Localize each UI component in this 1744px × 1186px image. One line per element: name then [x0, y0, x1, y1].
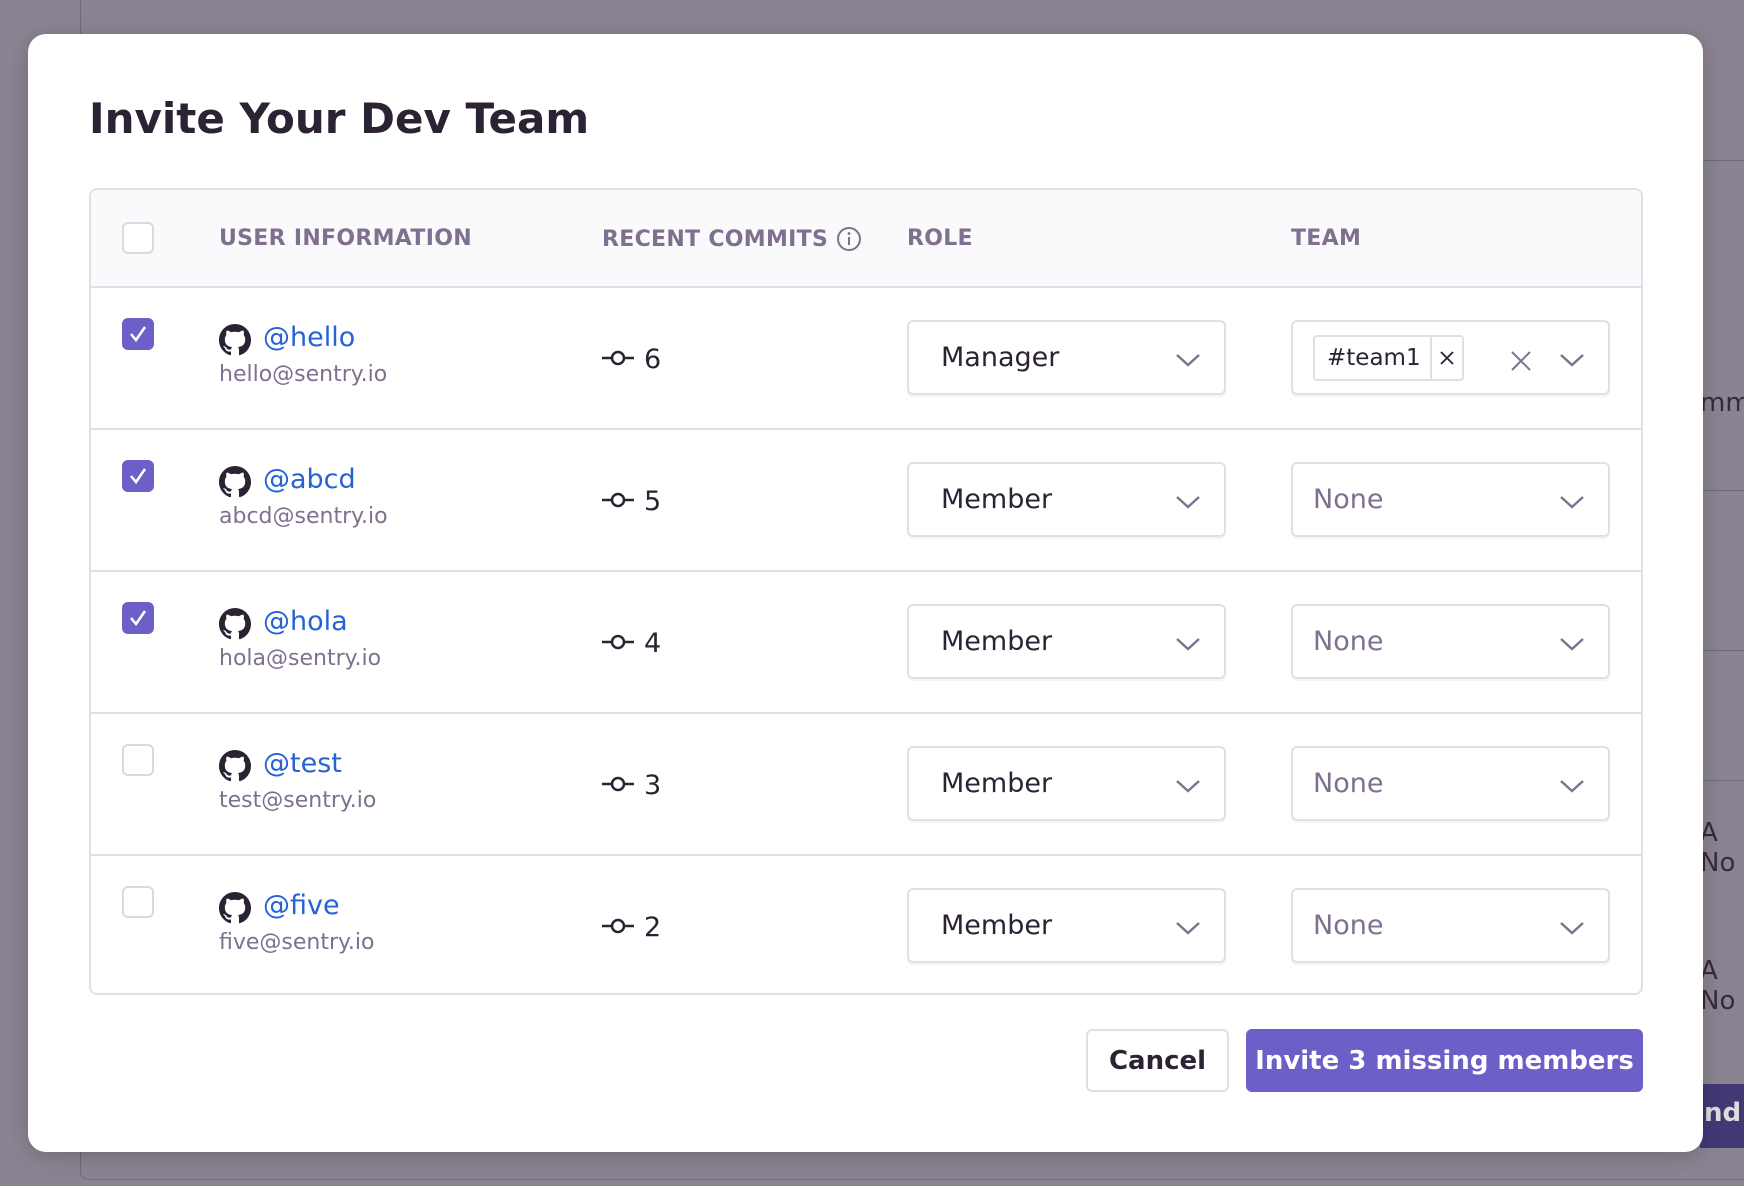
github-icon: [219, 466, 251, 498]
commit-icon: [602, 912, 634, 943]
commit-count-value: 2: [644, 912, 662, 943]
role-select[interactable]: Member: [907, 746, 1226, 821]
divider: [1700, 650, 1744, 651]
chevron-down-icon: [1174, 488, 1202, 523]
row-checkbox[interactable]: [122, 602, 154, 634]
info-icon[interactable]: [836, 226, 862, 252]
members-table: USER INFORMATION RECENT COMMITS ROLE TEA…: [89, 188, 1643, 995]
commit-count-value: 4: [644, 628, 662, 659]
user-email: hello@sentry.io: [219, 362, 388, 387]
commit-icon: [602, 628, 634, 659]
chevron-down-icon: [1174, 914, 1202, 949]
team-value: None: [1313, 768, 1384, 799]
commit-count: 2: [602, 912, 661, 943]
header-user-information: USER INFORMATION: [219, 226, 472, 251]
chevron-down-icon: [1558, 772, 1586, 807]
chevron-down-icon: [1174, 630, 1202, 665]
commit-count-value: 6: [644, 344, 662, 375]
invite-button[interactable]: Invite 3 missing members: [1246, 1029, 1643, 1092]
github-icon: [219, 608, 251, 640]
user-email: abcd@sentry.io: [219, 504, 388, 529]
chevron-down-icon: [1558, 914, 1586, 949]
role-value: Member: [941, 484, 1053, 515]
user-handle-link[interactable]: @hello: [263, 322, 356, 353]
chevron-down-icon: [1558, 346, 1586, 381]
role-select[interactable]: Member: [907, 462, 1226, 537]
github-icon: [219, 324, 251, 356]
row-checkbox[interactable]: [122, 318, 154, 350]
team-value: None: [1313, 484, 1384, 515]
table-row: @hola hola@sentry.io 4 Member None: [91, 572, 1641, 714]
team-select[interactable]: #team1: [1291, 320, 1610, 395]
github-icon: [219, 750, 251, 782]
user-email: five@sentry.io: [219, 930, 375, 955]
team-select[interactable]: None: [1291, 888, 1610, 963]
user-handle-link[interactable]: @five: [263, 890, 340, 921]
chevron-down-icon: [1174, 772, 1202, 807]
invite-modal: Invite Your Dev Team USER INFORMATION RE…: [28, 34, 1703, 1152]
user-handle-link[interactable]: @test: [263, 748, 342, 779]
team-select[interactable]: None: [1291, 462, 1610, 537]
commit-count: 6: [602, 344, 661, 375]
header-role: ROLE: [907, 226, 973, 251]
commit-count-value: 5: [644, 486, 662, 517]
role-value: Member: [941, 768, 1053, 799]
role-select[interactable]: Member: [907, 604, 1226, 679]
header-recent-commits: RECENT COMMITS: [602, 226, 862, 252]
clear-icon[interactable]: [1510, 348, 1532, 379]
user-email: test@sentry.io: [219, 788, 377, 813]
remove-tag-icon[interactable]: [1429, 336, 1462, 379]
divider: [1700, 490, 1744, 491]
user-email: hola@sentry.io: [219, 646, 382, 671]
header-team: TEAM: [1291, 226, 1362, 251]
chevron-down-icon: [1558, 630, 1586, 665]
commit-count-value: 3: [644, 770, 662, 801]
commit-icon: [602, 344, 634, 375]
table-row: @five five@sentry.io 2 Member None: [91, 856, 1641, 993]
background-text: A No: [1700, 818, 1736, 878]
select-all-checkbox[interactable]: [122, 222, 154, 254]
row-checkbox[interactable]: [122, 460, 154, 492]
modal-title: Invite Your Dev Team: [89, 94, 590, 143]
divider: [1700, 160, 1744, 161]
table-row: @abcd abcd@sentry.io 5 Member None: [91, 430, 1641, 572]
background-text: A No: [1700, 956, 1736, 1016]
row-checkbox[interactable]: [122, 886, 154, 918]
commit-count: 4: [602, 628, 661, 659]
background-text: mmit: [1700, 388, 1744, 418]
user-handle-link[interactable]: @hola: [263, 606, 348, 637]
role-value: Member: [941, 910, 1053, 941]
user-handle-link[interactable]: @abcd: [263, 464, 356, 495]
role-select[interactable]: Member: [907, 888, 1226, 963]
role-value: Member: [941, 626, 1053, 657]
team-tag-label: #team1: [1327, 344, 1421, 371]
row-checkbox[interactable]: [122, 744, 154, 776]
commit-icon: [602, 486, 634, 517]
team-select[interactable]: None: [1291, 746, 1610, 821]
cancel-button[interactable]: Cancel: [1086, 1029, 1229, 1092]
team-select[interactable]: None: [1291, 604, 1610, 679]
table-row: @hello hello@sentry.io 6 Manager #team1: [91, 288, 1641, 430]
commit-count: 5: [602, 486, 661, 517]
team-value: None: [1313, 626, 1384, 657]
commit-count: 3: [602, 770, 661, 801]
background-button: nd: [1700, 1084, 1744, 1148]
chevron-down-icon: [1558, 488, 1586, 523]
table-header: USER INFORMATION RECENT COMMITS ROLE TEA…: [91, 190, 1641, 288]
github-icon: [219, 892, 251, 924]
table-row: @test test@sentry.io 3 Member None: [91, 714, 1641, 856]
commit-icon: [602, 770, 634, 801]
role-value: Manager: [941, 342, 1060, 373]
team-value: None: [1313, 910, 1384, 941]
header-recent-commits-label: RECENT COMMITS: [602, 226, 829, 252]
team-tag: #team1: [1313, 334, 1464, 381]
divider: [1700, 780, 1744, 781]
role-select[interactable]: Manager: [907, 320, 1226, 395]
chevron-down-icon: [1174, 346, 1202, 381]
